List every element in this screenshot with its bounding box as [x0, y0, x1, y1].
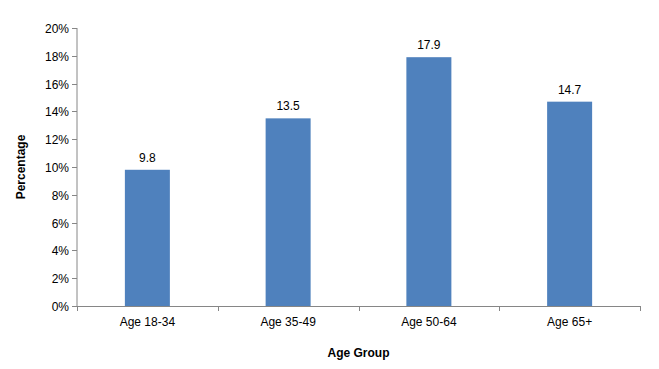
y-tick-label: 20%	[45, 22, 69, 36]
chart: 0% 2% 4% 6% 8% 10% 12% 14% 16% 18% 20% Age 18-34 Age…	[0, 0, 659, 369]
y-tick-label: 4%	[52, 244, 70, 258]
y-tick-label: 8%	[52, 189, 70, 203]
y-tick	[72, 195, 77, 196]
bar	[125, 170, 170, 306]
bar	[266, 118, 311, 306]
y-tick-label: 18%	[45, 50, 69, 64]
y-tick	[72, 111, 77, 112]
x-tick	[218, 306, 219, 311]
x-tick-label: Age 35-49	[260, 315, 316, 329]
y-tick-label: 0%	[52, 300, 70, 314]
y-tick	[72, 306, 77, 307]
y-tick-label: 2%	[52, 272, 70, 286]
x-tick	[77, 306, 78, 311]
x-axis-title: Age Group	[328, 346, 390, 360]
x-tick	[359, 306, 360, 311]
y-tick	[72, 28, 77, 29]
data-label: 13.5	[276, 99, 300, 113]
bar	[406, 57, 451, 306]
x-tick-label: Age 65+	[547, 315, 592, 329]
x-tick	[499, 306, 500, 311]
y-tick	[72, 139, 77, 140]
y-tick-label: 16%	[45, 78, 69, 92]
x-axis	[77, 306, 640, 307]
y-tick	[72, 223, 77, 224]
y-tick	[72, 167, 77, 168]
x-tick-label: Age 50-64	[401, 315, 457, 329]
y-tick	[72, 278, 77, 279]
y-tick	[72, 250, 77, 251]
x-tick	[640, 306, 641, 311]
y-tick	[72, 56, 77, 57]
bar	[547, 102, 592, 306]
y-tick-label: 10%	[45, 161, 69, 175]
y-tick-label: 14%	[45, 105, 69, 119]
data-label: 14.7	[558, 83, 582, 97]
x-tick-label: Age 18-34	[120, 315, 176, 329]
data-label: 9.8	[139, 151, 156, 165]
y-tick-label: 6%	[52, 217, 70, 231]
y-tick-label: 12%	[45, 133, 69, 147]
bars	[125, 57, 592, 306]
y-tick	[72, 84, 77, 85]
y-axis-title: Percentage	[14, 134, 28, 199]
data-label: 17.9	[417, 38, 441, 52]
